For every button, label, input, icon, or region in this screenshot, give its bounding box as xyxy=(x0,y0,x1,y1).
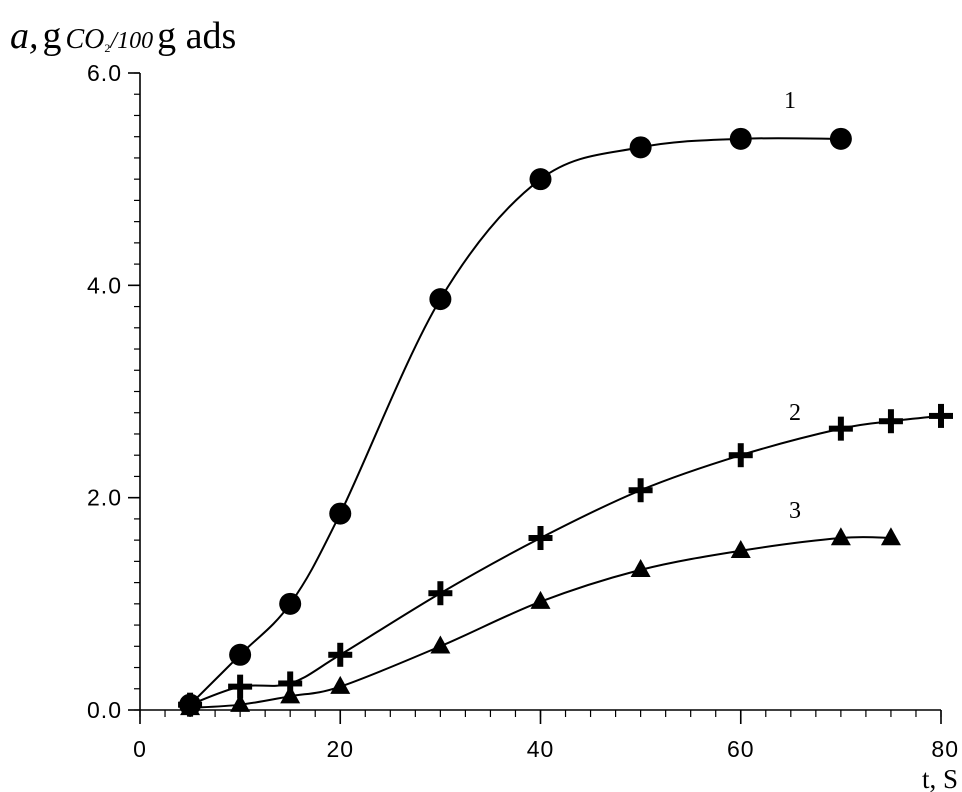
series-2-point xyxy=(828,416,853,441)
x-axis-label: t, S xyxy=(922,764,958,792)
series-3-point xyxy=(430,635,451,654)
series-1-point xyxy=(629,136,652,159)
series-3-point xyxy=(530,590,551,609)
chart-labels: t, S 1 2 3 xyxy=(784,88,958,792)
cross-bar-v xyxy=(637,478,644,503)
series-label-1: 1 xyxy=(784,88,796,114)
series-3-point xyxy=(830,527,851,546)
cross-bar-v xyxy=(537,526,544,551)
chart-axes: 0.0 2.0 4.0 6.0 0 20 40 60 80 xyxy=(87,60,959,762)
cross-bar-v xyxy=(737,443,744,468)
series-2-point xyxy=(428,581,453,606)
y-axis-symbol: a, xyxy=(10,15,39,57)
cross-bar-v xyxy=(337,642,344,667)
series-3-point xyxy=(280,685,301,704)
x-tick-label: 60 xyxy=(727,736,755,762)
series-1-point xyxy=(329,502,352,525)
series-3-point xyxy=(180,697,201,716)
cross-bar-v xyxy=(938,403,944,428)
series-2-point xyxy=(878,409,903,434)
series-line-2 xyxy=(189,414,942,706)
y-axis-subscript: 2 xyxy=(104,41,111,55)
series-3-point xyxy=(330,675,351,694)
cross-bar-v xyxy=(237,674,244,699)
series-2-point xyxy=(528,526,553,551)
y-tick-label: 6.0 xyxy=(87,60,122,86)
y-axis-per: /100 xyxy=(110,28,154,54)
series-3-point xyxy=(630,559,651,578)
cross-bar-v xyxy=(287,671,294,696)
series-3-point xyxy=(880,527,901,546)
series-label-2: 2 xyxy=(789,400,801,426)
series-2-point xyxy=(328,642,353,667)
series-2-point xyxy=(628,478,653,503)
y-tick-label: 0.0 xyxy=(87,697,122,723)
series-1-point xyxy=(229,643,252,666)
cross-bar-v xyxy=(437,581,444,606)
series-2-point xyxy=(728,443,753,468)
series-2-point xyxy=(278,671,303,696)
x-tick-label: 0 xyxy=(133,736,147,762)
x-tick-label: 40 xyxy=(527,736,555,762)
series-1-point xyxy=(829,127,852,150)
series-line-3 xyxy=(189,536,891,709)
x-tick-label: 80 xyxy=(931,736,959,762)
series-line-1 xyxy=(189,137,841,706)
y-tick-label: 4.0 xyxy=(87,272,122,298)
series-2-point xyxy=(929,403,953,428)
series-1-point xyxy=(429,288,452,311)
chart-series xyxy=(178,127,953,717)
y-tick-label: 2.0 xyxy=(87,485,122,511)
y-axis-label: a, g CO2/100 g ads xyxy=(10,14,236,64)
cross-bar-v xyxy=(887,409,894,434)
series-2-point xyxy=(228,674,253,699)
y-axis-species: CO xyxy=(65,24,105,55)
x-tick-label: 20 xyxy=(326,736,354,762)
series-label-3: 3 xyxy=(789,498,801,524)
cross-bar-v xyxy=(837,416,844,441)
series-1-point xyxy=(529,168,552,191)
series-3-point xyxy=(230,693,251,712)
series-1-point xyxy=(729,127,752,150)
series-1-point xyxy=(279,592,302,615)
series-3-point xyxy=(730,539,751,558)
y-axis-unit-suffix: g ads xyxy=(157,15,237,57)
y-axis-unit-prefix: g xyxy=(42,15,62,57)
